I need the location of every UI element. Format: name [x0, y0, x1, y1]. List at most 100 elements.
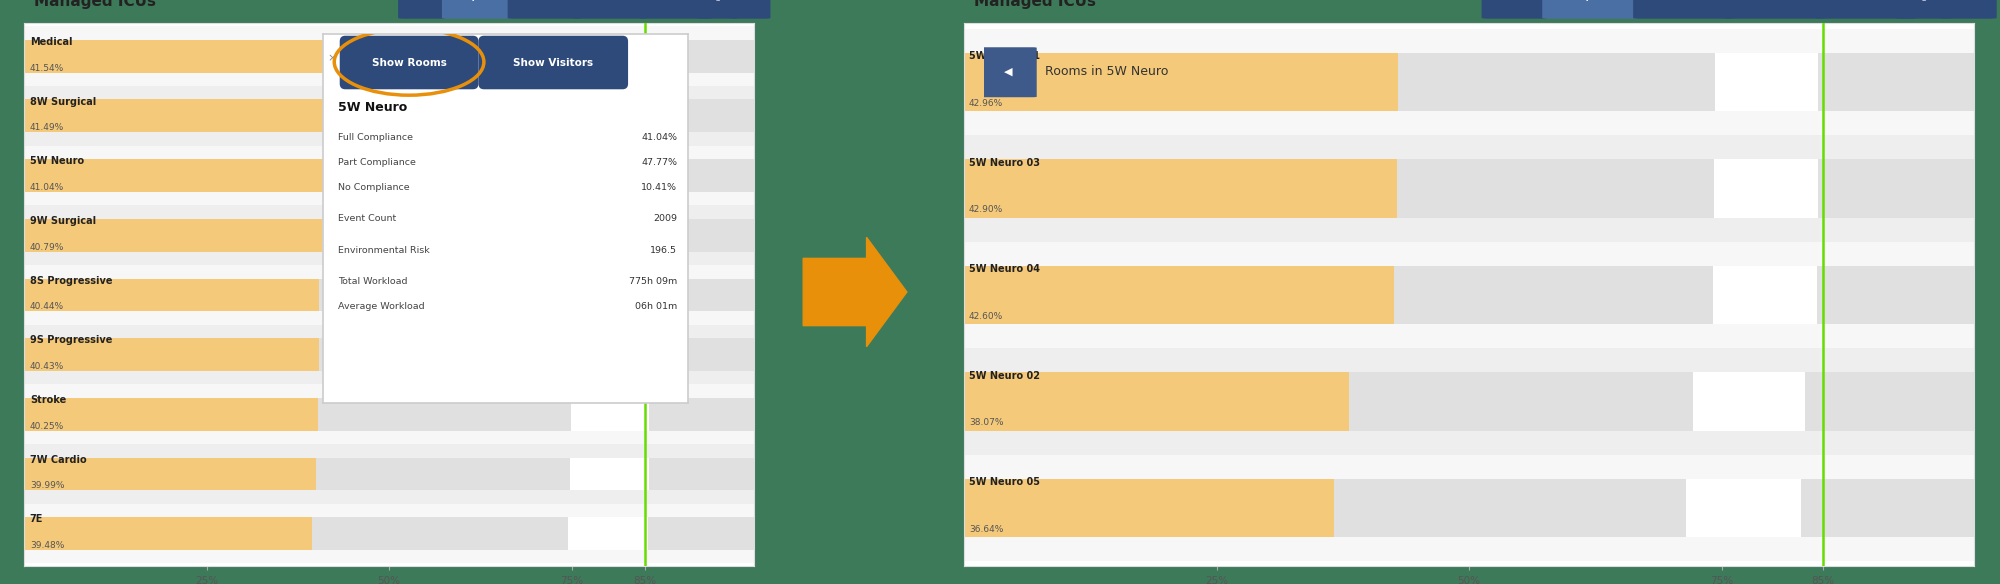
Bar — [320, 279, 754, 311]
Bar — [1398, 159, 1974, 218]
Text: Risk: Risk — [1766, 0, 1784, 1]
Bar — [24, 517, 312, 550]
Bar — [24, 159, 324, 192]
Text: 9S Progressive: 9S Progressive — [30, 335, 112, 345]
Bar — [964, 159, 1398, 218]
FancyBboxPatch shape — [698, 0, 738, 19]
Text: 40.43%: 40.43% — [30, 362, 64, 371]
Bar — [24, 86, 754, 146]
Bar — [572, 219, 650, 252]
Text: 5W Neuro 01: 5W Neuro 01 — [970, 51, 1040, 61]
Bar — [24, 338, 320, 371]
Bar — [24, 398, 318, 431]
Text: Average Workload: Average Workload — [338, 303, 424, 311]
FancyBboxPatch shape — [574, 0, 646, 19]
Bar — [964, 53, 1398, 111]
Bar — [964, 266, 1394, 324]
Text: 42.90%: 42.90% — [970, 205, 1004, 214]
FancyBboxPatch shape — [1724, 0, 1826, 19]
Text: 36.64%: 36.64% — [970, 524, 1004, 534]
Text: 41.04%: 41.04% — [30, 183, 64, 192]
Bar — [964, 348, 1974, 455]
Bar — [24, 219, 322, 252]
Text: 38.07%: 38.07% — [970, 418, 1004, 427]
Bar — [574, 40, 652, 72]
Text: 42.60%: 42.60% — [970, 312, 1004, 321]
FancyArrow shape — [804, 237, 906, 347]
FancyBboxPatch shape — [640, 0, 712, 19]
Text: 40.25%: 40.25% — [30, 422, 64, 431]
Bar — [964, 242, 1974, 348]
Text: Compliance: Compliance — [454, 0, 504, 1]
Bar — [570, 457, 648, 491]
Text: Count: Count — [532, 0, 556, 1]
Bar — [572, 338, 650, 371]
Text: 8S Progressive: 8S Progressive — [30, 276, 112, 286]
Bar — [568, 517, 648, 550]
Bar — [312, 517, 754, 550]
FancyBboxPatch shape — [1896, 0, 1952, 19]
Text: Full Compliance: Full Compliance — [338, 133, 412, 142]
Bar — [24, 384, 754, 444]
FancyBboxPatch shape — [730, 0, 770, 19]
Text: Show Rooms: Show Rooms — [372, 57, 446, 68]
Text: 8: 8 — [1512, 0, 1518, 2]
Bar — [24, 325, 754, 384]
Bar — [24, 457, 316, 491]
FancyBboxPatch shape — [442, 0, 514, 19]
Bar — [964, 372, 1348, 430]
FancyBboxPatch shape — [508, 0, 580, 19]
Bar — [24, 504, 754, 564]
Bar — [24, 40, 328, 72]
Text: 41.54%: 41.54% — [30, 64, 64, 72]
Bar — [570, 398, 650, 431]
Text: 7W Cardio: 7W Cardio — [30, 455, 86, 465]
Bar — [574, 99, 652, 133]
FancyBboxPatch shape — [1942, 0, 1996, 19]
Bar — [24, 26, 754, 86]
Bar — [572, 279, 650, 311]
Bar — [320, 338, 754, 371]
Text: 10.41%: 10.41% — [642, 183, 678, 192]
Text: 196.5: 196.5 — [650, 246, 678, 255]
FancyBboxPatch shape — [1634, 0, 1734, 19]
FancyBboxPatch shape — [1814, 0, 1916, 19]
Bar — [324, 159, 754, 192]
Text: 47.77%: 47.77% — [642, 158, 678, 167]
FancyBboxPatch shape — [340, 36, 478, 89]
Text: 5W Neuro: 5W Neuro — [338, 101, 408, 114]
Bar — [574, 159, 650, 192]
Text: Part Compliance: Part Compliance — [338, 158, 416, 167]
FancyBboxPatch shape — [478, 36, 628, 89]
Text: Workload: Workload — [1844, 0, 1886, 1]
Text: ×: × — [328, 53, 338, 63]
FancyBboxPatch shape — [980, 47, 1036, 97]
Text: Count: Count — [1670, 0, 1696, 1]
Bar — [24, 444, 754, 504]
Text: Show Visitors: Show Visitors — [514, 57, 594, 68]
Bar — [318, 398, 754, 431]
Bar — [1334, 479, 1974, 537]
Bar — [1714, 159, 1818, 218]
Bar — [328, 40, 754, 72]
Text: 8: 8 — [418, 0, 426, 2]
Text: Total Workload: Total Workload — [338, 277, 408, 286]
Text: 9W Surgical: 9W Surgical — [30, 216, 96, 226]
FancyBboxPatch shape — [1542, 0, 1644, 19]
Bar — [1348, 372, 1974, 430]
Text: Compliance: Compliance — [1568, 0, 1618, 1]
Bar — [964, 455, 1974, 561]
Text: Managed ICUs: Managed ICUs — [34, 0, 156, 9]
Text: 7E: 7E — [30, 515, 44, 524]
Text: Medical: Medical — [30, 37, 72, 47]
Text: Environmental Risk: Environmental Risk — [338, 246, 430, 255]
Bar — [964, 479, 1334, 537]
Text: 40.44%: 40.44% — [30, 303, 64, 311]
FancyBboxPatch shape — [398, 0, 446, 19]
Text: ◀: ◀ — [1004, 66, 1012, 76]
Bar — [326, 99, 754, 133]
Text: 2009: 2009 — [654, 214, 678, 224]
Text: 42.96%: 42.96% — [970, 99, 1004, 107]
Text: 5W Neuro 03: 5W Neuro 03 — [970, 158, 1040, 168]
Bar — [964, 135, 1974, 242]
